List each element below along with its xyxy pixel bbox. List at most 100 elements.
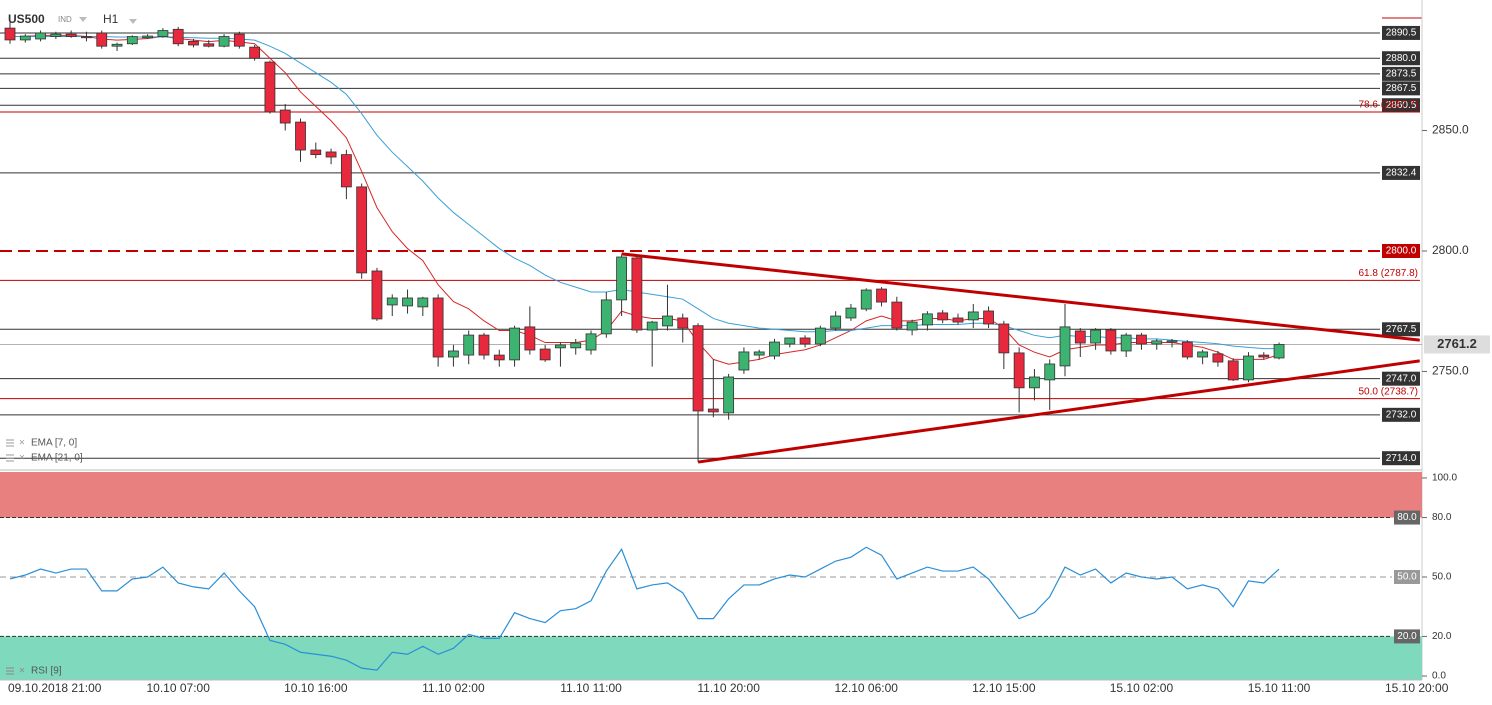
candle-body <box>188 40 199 46</box>
candle-body <box>1120 334 1132 352</box>
level-label-box <box>1382 81 1420 96</box>
candle-body <box>1105 329 1117 352</box>
candle-body <box>707 408 719 413</box>
y-tick-label: 50.0 <box>1432 572 1452 583</box>
x-tick-label: 12.10 15:00 <box>972 681 1036 695</box>
candle-body <box>111 43 123 47</box>
candle-body <box>279 109 291 124</box>
candle-body <box>967 311 979 321</box>
candle-body <box>799 337 811 345</box>
candle-body <box>814 327 826 345</box>
candle-body <box>1181 341 1193 358</box>
level-label: 2860.5 <box>1386 100 1417 111</box>
candle-body <box>860 289 872 310</box>
rsi-level-label: 20.0 <box>1397 631 1417 642</box>
y-tick-label: 0.0 <box>1432 671 1446 682</box>
y-tick-label: 20.0 <box>1432 631 1452 642</box>
candle-body <box>1258 354 1270 358</box>
candle-body <box>340 154 352 188</box>
legend-icon <box>6 439 14 447</box>
candle-body <box>402 297 413 307</box>
candle-body <box>1227 360 1239 381</box>
candle-body <box>448 350 459 358</box>
candle-body <box>264 61 276 113</box>
candle-body <box>371 270 383 320</box>
level-label-box <box>1382 165 1420 180</box>
candle-body <box>677 317 689 329</box>
candle-body <box>172 28 184 45</box>
fib-label: 50.0 (2738.7) <box>1359 386 1419 397</box>
overbought-zone <box>0 472 1422 518</box>
candle-body <box>1013 352 1025 389</box>
candle-body <box>1243 355 1254 381</box>
key-level-label: 2800.0 <box>1386 246 1417 257</box>
candle-body <box>906 321 918 331</box>
candle-body <box>325 151 337 158</box>
candle-body <box>96 32 108 47</box>
rsi-level-box <box>1394 510 1420 525</box>
timeframe[interactable]: H1 <box>103 12 119 26</box>
candle-body <box>723 376 735 414</box>
level-label-box <box>1382 66 1420 81</box>
legend-label: EMA [21, 0] <box>31 453 83 464</box>
y-tick-label: 2850.0 <box>1432 123 1469 137</box>
candle-body <box>753 351 765 356</box>
y-tick-label: 80.0 <box>1432 512 1452 523</box>
candle-body <box>524 326 536 351</box>
rsi-level-box <box>1394 569 1420 584</box>
trendline <box>697 359 1420 464</box>
x-tick-label: 15.10 02:00 <box>1110 681 1174 695</box>
rsi-level-box <box>1394 629 1420 644</box>
level-label: 2732.0 <box>1386 409 1417 420</box>
candle-body <box>539 348 551 361</box>
candle-body <box>142 35 154 39</box>
x-tick-label: 11.10 20:00 <box>697 681 760 695</box>
candle-body <box>692 325 704 412</box>
dropdown-arrow[interactable] <box>129 19 137 24</box>
candle-body <box>218 36 230 47</box>
candle-body <box>65 33 77 37</box>
candle-body <box>600 299 612 335</box>
candle-body <box>19 35 31 41</box>
candle-body <box>126 36 138 45</box>
candle-body <box>952 317 964 323</box>
symbol[interactable]: US500 <box>8 12 45 26</box>
candle-body <box>983 310 994 325</box>
candle-body <box>81 36 92 39</box>
candle-body <box>937 312 949 321</box>
level-label: 2867.5 <box>1386 83 1417 94</box>
candle-body <box>1059 326 1071 367</box>
x-tick-label: 10.10 07:00 <box>146 681 210 695</box>
legend-label: RSI [9] <box>31 666 62 677</box>
candle-body <box>1029 376 1040 389</box>
legend-icon <box>6 454 14 462</box>
candle-body <box>738 351 750 371</box>
x-tick-label: 10.10 16:00 <box>284 681 348 695</box>
candle-body <box>784 337 796 345</box>
candle-body <box>570 342 582 349</box>
x-tick-label: 11.10 02:00 <box>422 681 485 695</box>
candle-body <box>845 307 857 319</box>
rsi-level-label: 50.0 <box>1397 572 1417 583</box>
legend-close: × <box>19 453 25 464</box>
level-label-box <box>1382 371 1420 386</box>
candle-body <box>1212 353 1224 363</box>
level-label: 2714.0 <box>1386 453 1417 464</box>
level-label-box <box>1382 322 1420 337</box>
candle-body <box>493 354 505 361</box>
candle-body <box>509 327 520 361</box>
candle-body <box>1044 363 1056 381</box>
rsi-level-label: 80.0 <box>1397 512 1417 523</box>
candle-body <box>463 334 475 356</box>
candle-body <box>478 334 490 356</box>
candle-body <box>662 315 673 327</box>
candle-body <box>1151 340 1163 345</box>
last-price-label: 2761.2 <box>1437 336 1477 351</box>
candle-body <box>998 323 1010 354</box>
level-label: 2890.5 <box>1386 28 1417 39</box>
candle-body <box>157 30 169 37</box>
level-label-box <box>1382 98 1420 113</box>
candle-body <box>356 186 368 274</box>
dropdown-arrow[interactable] <box>79 17 87 22</box>
